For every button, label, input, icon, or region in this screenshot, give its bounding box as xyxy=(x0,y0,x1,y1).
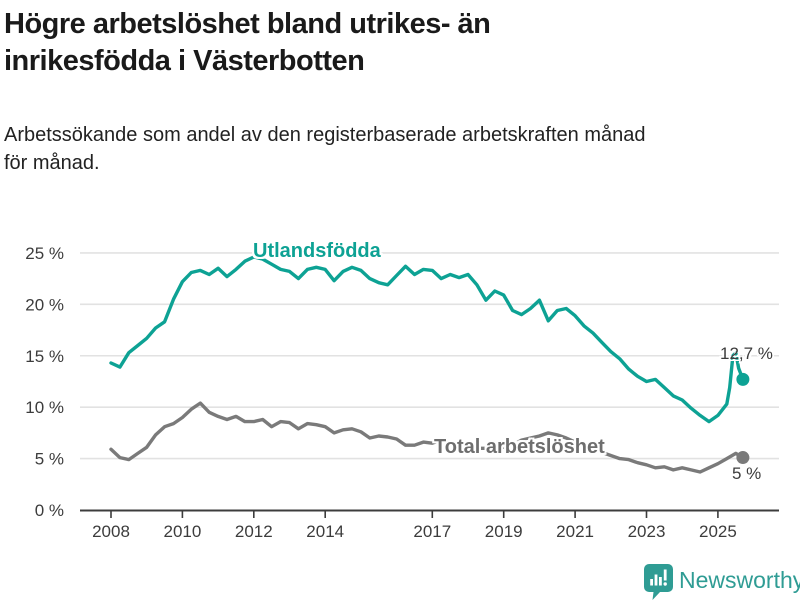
y-tick-label: 20 % xyxy=(25,295,64,314)
bar-1 xyxy=(650,579,653,586)
series-line-1 xyxy=(109,401,745,474)
x-tick-label: 2019 xyxy=(485,522,523,541)
x-tick-label: 2023 xyxy=(628,522,666,541)
y-tick-label: 5 % xyxy=(35,450,64,469)
end-value-label-utlandsfodda: 12,7 % xyxy=(720,344,773,363)
y-tick-label: 25 % xyxy=(25,244,64,263)
exclamation-dot xyxy=(663,582,667,586)
x-tick-label: 2021 xyxy=(556,522,594,541)
series-line-0 xyxy=(109,255,745,424)
x-tick-label: 2008 xyxy=(92,522,130,541)
x-tick-label: 2017 xyxy=(413,522,451,541)
newsworthy-logo-icon xyxy=(644,564,673,600)
brand-name: Newsworthy xyxy=(679,567,800,593)
x-tick-label: 2014 xyxy=(306,522,344,541)
chart-subtitle-line-1: Arbetssökande som andel av den registerb… xyxy=(4,124,646,146)
chart-subtitle-line-2: för månad. xyxy=(4,152,100,174)
page-title: Högre arbetslöshet bland utrikes- än inr… xyxy=(4,6,491,80)
series-end-dot-1 xyxy=(736,451,750,465)
x-tick-label: 2010 xyxy=(163,522,201,541)
page-title-line-2: inrikesfödda i Västerbotten xyxy=(4,45,365,77)
chart-subtitle: Arbetssökande som andel av den registerb… xyxy=(4,121,646,177)
y-tick-label: 15 % xyxy=(25,347,64,366)
series-label-total-arbetsloshet: Total arbetslöshet xyxy=(434,436,605,458)
bar-2 xyxy=(654,574,658,586)
x-tick-label: 2012 xyxy=(235,522,273,541)
series-end-dot-0 xyxy=(736,372,750,386)
speech-bubble-shape xyxy=(644,564,673,600)
y-tick-label: 0 % xyxy=(35,501,64,520)
series-label-utlandsfodda: Utlandsfödda xyxy=(253,240,381,262)
page-title-line-1: Högre arbetslöshet bland utrikes- än xyxy=(4,8,491,40)
exclamation-stem xyxy=(663,569,667,581)
y-tick-label: 10 % xyxy=(25,398,64,417)
end-value-label-total: 5 % xyxy=(732,464,762,483)
bar-3 xyxy=(659,577,662,586)
x-tick-label: 2025 xyxy=(699,522,737,541)
